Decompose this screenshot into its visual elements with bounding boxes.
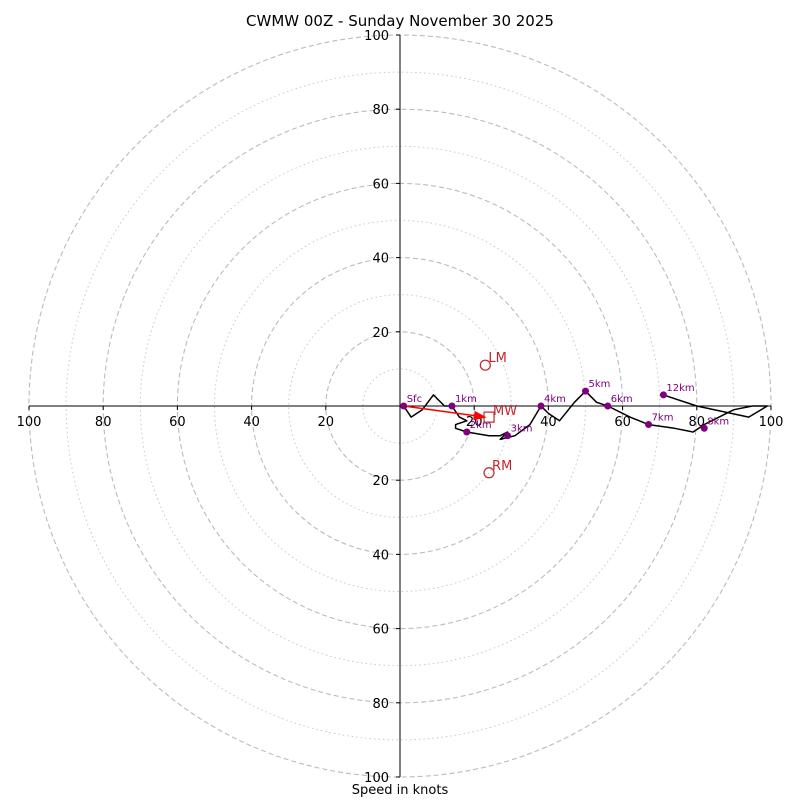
rm-label: RM [492, 459, 512, 474]
x-tick-label: 60 [614, 415, 631, 430]
x-tick-label: 80 [95, 415, 112, 430]
height-label-5km: 5km [589, 379, 611, 390]
height-marker-4km [537, 402, 545, 410]
height-marker-12km [659, 391, 667, 399]
lm-label: LM [488, 351, 506, 366]
y-tick-label: 60 [372, 623, 389, 638]
mw-label: MW [493, 404, 517, 419]
y-tick-label: 40 [372, 548, 389, 563]
height-label-1km: 1km [455, 394, 477, 405]
x-tick-label: 40 [243, 415, 260, 430]
height-marker-1km [448, 402, 456, 410]
chart-title: CWMW 00Z - Sunday November 30 2025 [246, 12, 554, 30]
height-label-sfc: Sfc [407, 394, 422, 405]
y-tick-label: 20 [372, 474, 389, 489]
y-tick-label: 40 [372, 252, 389, 267]
height-marker-2km [463, 428, 471, 436]
x-tick-label: 60 [169, 415, 186, 430]
height-label-2km: 2km [470, 420, 492, 431]
x-tick-label: 20 [318, 415, 335, 430]
rm-marker [483, 467, 495, 479]
hodograph-trace [403, 390, 769, 441]
mean-wind-arrow [403, 405, 487, 421]
x-tick-label: 40 [540, 415, 557, 430]
height-marker-3km [504, 432, 512, 440]
height-label-6km: 6km [611, 394, 633, 405]
height-label-4km: 4km [544, 394, 566, 405]
x-tick-label: 100 [17, 415, 42, 430]
height-marker-7km [645, 421, 653, 429]
height-label-12km: 12km [666, 383, 694, 394]
height-label-7km: 7km [652, 413, 674, 424]
height-marker-5km [582, 387, 589, 395]
y-tick-label: 20 [372, 326, 389, 341]
x-axis-label: Speed in knots [351, 783, 449, 798]
height-marker-sfc [400, 402, 408, 410]
y-tick-label: 80 [372, 697, 389, 712]
y-tick-label: 100 [364, 29, 389, 44]
mw-marker [483, 411, 495, 423]
y-tick-label: 80 [372, 103, 389, 118]
height-marker-8km [700, 424, 708, 432]
x-tick-label: 100 [759, 415, 784, 430]
y-tick-label: 60 [372, 177, 389, 192]
lm-marker [479, 359, 491, 371]
height-label-8km: 8km [707, 416, 729, 427]
height-marker-6km [604, 402, 612, 410]
height-label-3km: 3km [511, 424, 533, 435]
y-tick-label: 100 [364, 771, 389, 786]
